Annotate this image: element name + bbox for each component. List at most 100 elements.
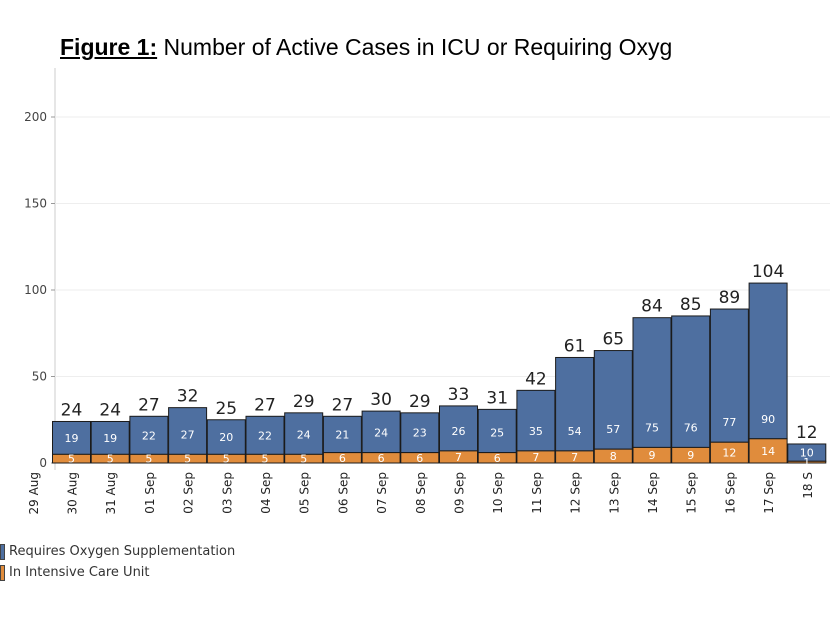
bar-icu: [400, 452, 440, 464]
bar-icu: [439, 450, 478, 464]
x-tick-label: 14 Sep: [646, 472, 660, 514]
legend: Requires Oxygen Supplementation In Inten…: [0, 541, 235, 583]
x-tick-label: 08 Sep: [414, 472, 428, 514]
data-label-total: 12: [796, 423, 818, 443]
data-label-total: 89: [719, 288, 741, 308]
data-label-icu: 7: [455, 451, 462, 464]
bar-icu: [90, 453, 130, 464]
bar-icu: [593, 448, 633, 464]
bar-icu: [516, 450, 556, 464]
bar-icu: [477, 452, 517, 464]
legend-swatch-oxygen: [0, 543, 5, 560]
bar-oxygen: [400, 412, 440, 454]
bar-icu: [709, 441, 749, 464]
x-tick-label: 17 Sep: [762, 472, 776, 514]
data-label-oxygen: 24: [297, 428, 311, 441]
data-label-total: 61: [564, 336, 586, 356]
legend-label-icu: In Intensive Care Unit: [9, 565, 150, 580]
bar-icu: [671, 446, 711, 464]
x-tick-label: 07 Sep: [375, 472, 389, 514]
bar-oxygen: [593, 350, 633, 450]
data-label-oxygen: 75: [645, 421, 659, 434]
data-label-total: 25: [215, 399, 237, 419]
bar-icu: [245, 453, 285, 464]
data-label-oxygen: 20: [219, 431, 233, 444]
x-tick-label: 05 Sep: [298, 472, 312, 514]
bar-icu: [168, 453, 208, 464]
x-tick-label: 30 Aug: [66, 472, 80, 515]
x-tick-label: 01 Sep: [143, 472, 157, 514]
data-label-icu: 12: [722, 447, 736, 460]
data-label-oxygen: 35: [529, 425, 543, 438]
legend-swatch-icu: [0, 564, 5, 581]
data-label-oxygen: 90: [761, 413, 775, 426]
data-label-total: 32: [177, 387, 199, 407]
figure-label: Figure 1:: [60, 34, 158, 60]
x-tick-label: 09 Sep: [453, 472, 467, 514]
data-label-icu: 14: [761, 445, 775, 458]
legend-item-icu: In Intensive Care Unit: [0, 562, 235, 583]
data-label-oxygen: 57: [606, 423, 620, 436]
x-tick-label: 04 Sep: [259, 472, 273, 514]
bar-icu: [361, 452, 401, 464]
bar-icu: [129, 453, 169, 464]
bar-oxygen: [322, 415, 362, 454]
data-label-total: 30: [370, 390, 392, 410]
x-tick-label: 29 Aug: [27, 472, 41, 515]
data-label-total: 42: [525, 369, 547, 389]
data-label-icu: 1: [803, 456, 810, 469]
legend-label-oxygen: Requires Oxygen Supplementation: [9, 544, 236, 559]
data-label-oxygen: 24: [374, 427, 388, 440]
y-tick-label: 50: [32, 370, 47, 384]
bar-oxygen: [516, 389, 556, 452]
bar-icu: [206, 453, 246, 464]
data-label-icu: 6: [339, 452, 346, 465]
bar-oxygen: [632, 317, 672, 448]
data-label-total: 104: [752, 262, 784, 282]
data-label-icu: 8: [610, 450, 617, 463]
data-label-icu: 5: [68, 453, 75, 466]
y-tick-label: 0: [39, 456, 47, 470]
data-label-oxygen: 23: [413, 427, 427, 440]
bar-icu: [52, 453, 91, 464]
bar-icu: [284, 453, 324, 464]
x-tick-label: 03 Sep: [220, 472, 234, 514]
data-label-oxygen: 19: [103, 432, 117, 445]
bar-icu: [555, 450, 595, 464]
data-label-icu: 6: [378, 452, 385, 465]
data-label-total: 27: [138, 395, 160, 415]
data-label-total: 33: [448, 385, 470, 405]
data-label-icu: 5: [300, 453, 307, 466]
data-label-total: 24: [99, 400, 121, 420]
data-label-oxygen: 26: [452, 425, 466, 438]
data-label-icu: 5: [145, 453, 152, 466]
data-label-oxygen: 27: [181, 428, 195, 441]
data-label-oxygen: 76: [684, 421, 698, 434]
x-tick-label: 15 Sep: [685, 472, 699, 514]
x-tick-label: 12 Sep: [569, 472, 583, 514]
y-tick-label: 150: [24, 197, 47, 211]
data-label-icu: 5: [107, 453, 114, 466]
x-tick-label: 16 Sep: [723, 472, 737, 514]
data-label-icu: 5: [223, 453, 230, 466]
bar-oxygen: [206, 419, 246, 455]
x-tick-label: 02 Sep: [182, 472, 196, 514]
title-text: Number of Active Cases in ICU or Requiri…: [163, 34, 673, 60]
y-tick-label: 200: [24, 110, 47, 124]
data-label-total: 31: [486, 388, 508, 408]
x-tick-label: 31 Aug: [104, 472, 118, 515]
data-label-icu: 5: [184, 453, 191, 466]
x-tick-label: 06 Sep: [336, 472, 350, 514]
bar-oxygen: [129, 415, 169, 455]
data-label-total: 84: [641, 297, 663, 317]
bar-oxygen: [439, 405, 478, 452]
bar-oxygen: [671, 315, 711, 448]
x-tick-label: 18 S: [801, 472, 815, 499]
data-label-oxygen: 25: [490, 427, 504, 440]
bar-oxygen: [245, 415, 285, 455]
data-label-total: 29: [409, 392, 431, 412]
data-label-oxygen: 22: [258, 429, 272, 442]
bar-oxygen: [709, 308, 749, 443]
